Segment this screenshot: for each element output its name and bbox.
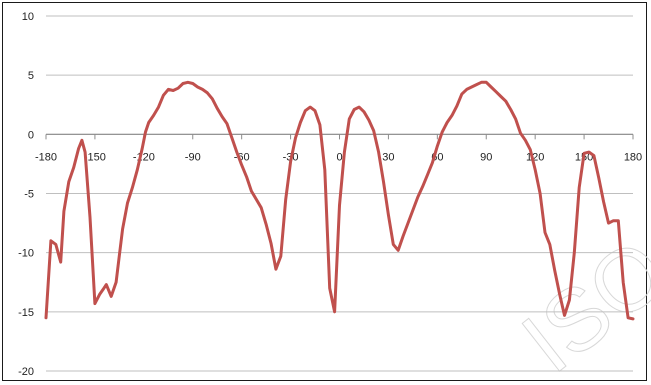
y-tick-label: 5 (28, 70, 34, 82)
x-tick-label: 30 (382, 151, 394, 163)
y-tick-label: -10 (18, 248, 34, 260)
watermark-logo: ISO (503, 219, 651, 385)
x-tick-label: -90 (185, 151, 201, 163)
x-tick-label: -120 (133, 151, 155, 163)
gridlines (46, 15, 633, 372)
y-tick-label: -20 (18, 366, 34, 378)
y-tick-labels: 10 5 0 -5 -10 -15 -20 (18, 11, 34, 378)
x-tick-labels: -180 -150 -120 -90 -60 -30 0 30 60 90 120 150 180 (35, 151, 642, 163)
y-tick-label: 0 (28, 129, 34, 141)
x-tick-label: 90 (480, 151, 492, 163)
x-tick-label: -180 (35, 151, 57, 163)
y-tick-label: -15 (18, 307, 34, 319)
y-tick-label: -5 (24, 189, 34, 201)
series-group (44, 80, 635, 321)
y-tick-label: 10 (22, 11, 34, 23)
x-axis (45, 133, 634, 140)
x-tick-label: 0 (336, 151, 342, 163)
series-line-0 (44, 80, 635, 321)
x-tick-label: -150 (84, 151, 106, 163)
x-tick-label: 180 (624, 151, 642, 163)
x-tick-label: 120 (526, 151, 544, 163)
svg-text:ISO: ISO (504, 220, 651, 385)
